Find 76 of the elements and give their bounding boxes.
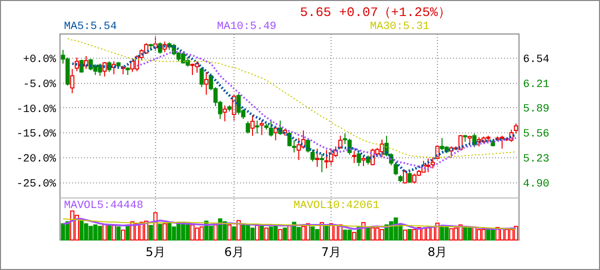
bar — [190, 224, 195, 240]
candlestick — [394, 162, 398, 176]
y2-tick-label: -25.0% — [16, 178, 56, 190]
bar — [352, 232, 356, 240]
bar — [402, 230, 408, 240]
candlestick — [222, 104, 227, 122]
y2-tick-label: -5.0% — [22, 78, 56, 91]
series-label: MAVOL5:44448 — [64, 200, 144, 212]
bar — [264, 228, 269, 240]
candlestick — [200, 66, 204, 88]
bar — [107, 224, 112, 240]
candlestick — [204, 71, 208, 96]
bar — [278, 229, 282, 240]
y-tick-label: 4.90 — [523, 178, 550, 191]
y2-tick-label: +0.0% — [22, 54, 56, 66]
candlestick — [255, 120, 260, 134]
bar — [112, 225, 116, 240]
candlestick — [268, 120, 274, 137]
candlestick — [320, 153, 324, 173]
y-tick-label: 5.23 — [523, 154, 550, 166]
y2-tick-label: -10.0% — [16, 104, 56, 116]
bar — [232, 226, 236, 240]
series-label: MAVOL10:42061 — [294, 200, 380, 212]
bar — [324, 226, 329, 240]
candlestick — [190, 63, 195, 76]
text: MA5:5.54 — [64, 21, 118, 33]
bar — [366, 228, 370, 240]
candlestick — [292, 140, 296, 153]
bar — [236, 220, 241, 240]
bar — [79, 220, 84, 240]
x-tick-label: 6月 — [224, 245, 244, 259]
y-tick-label: 6.54 — [523, 54, 550, 66]
candlestick — [352, 150, 356, 164]
bar — [120, 230, 126, 240]
bar — [227, 224, 232, 240]
bar — [255, 225, 260, 240]
text: MA30:5.31 — [370, 21, 430, 33]
chart-subtitle: 5.65 +0.07（+1.25%） — [300, 5, 451, 20]
candlestick — [514, 123, 518, 134]
x-tick-label: 5月 — [146, 245, 166, 259]
candlestick — [356, 152, 361, 167]
y-tick-label: 6.21 — [523, 79, 550, 92]
candlestick — [338, 135, 342, 150]
bar — [148, 225, 153, 240]
bar — [116, 226, 121, 240]
candlestick — [246, 120, 250, 134]
candlestick — [402, 169, 408, 184]
x-tick-label: 8月 — [428, 245, 448, 259]
bar — [408, 229, 412, 240]
bar — [342, 230, 348, 240]
bar — [260, 224, 264, 240]
bar — [162, 223, 167, 240]
y-tick-label: 5.89 — [523, 104, 550, 116]
candlestick — [324, 150, 329, 169]
bar — [282, 228, 287, 240]
bar — [158, 224, 162, 240]
bar — [60, 223, 66, 240]
candlestick — [408, 172, 412, 184]
line-series — [70, 44, 518, 174]
candlestick — [70, 68, 74, 94]
y-tick-label: 5.56 — [523, 128, 550, 141]
line-series — [67, 38, 516, 158]
bar — [213, 224, 218, 240]
candlestick — [260, 120, 264, 136]
y2-tick-label: -15.0% — [16, 128, 56, 141]
candlestick — [250, 114, 255, 136]
bar — [126, 226, 130, 240]
candlestick — [310, 148, 315, 162]
x-tick-label: 7月 — [321, 245, 341, 259]
candlestick — [274, 126, 278, 141]
candlestick — [315, 148, 320, 168]
candlestick — [430, 157, 435, 169]
bar — [250, 228, 255, 240]
bar — [347, 230, 352, 240]
text: MA10:5.49 — [217, 21, 276, 33]
y2-tick-label: -20.0% — [16, 153, 56, 166]
